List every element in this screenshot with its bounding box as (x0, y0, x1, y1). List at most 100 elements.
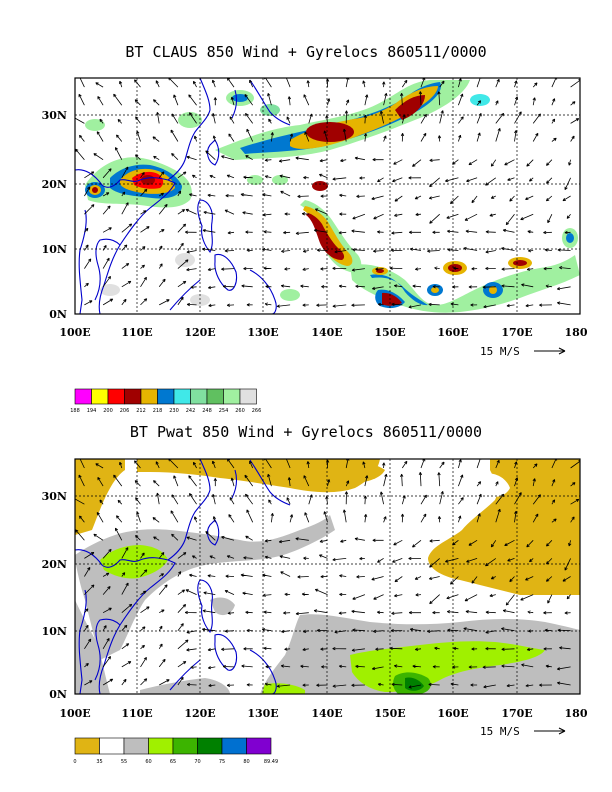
wind-vector (420, 494, 427, 505)
wind-vector (295, 537, 309, 541)
top-coastline (75, 78, 291, 314)
wind-vector (121, 661, 132, 668)
wind-vector (213, 478, 217, 487)
wind-vector (159, 299, 170, 306)
bottom-map-title: BT Pwat 850 Wind + Gyrelocs 860511/0000 (129, 423, 483, 441)
wind-vector (121, 223, 133, 233)
wind-vector (490, 576, 496, 580)
wind-vector (332, 557, 347, 562)
wind-vector (121, 202, 129, 215)
wind-vector (551, 479, 556, 487)
wind-vector (356, 194, 365, 198)
wind-vector (551, 118, 556, 124)
wind-vector (354, 537, 365, 541)
wind-vector (289, 133, 294, 142)
wind-vector (171, 533, 179, 541)
wind-vector (371, 286, 384, 290)
wind-vector (121, 603, 133, 614)
wind-vector (158, 573, 165, 577)
wind-vector (278, 159, 291, 163)
wind-vector (501, 267, 515, 271)
wind-vector (471, 576, 478, 584)
wind-vector (264, 555, 272, 560)
wind-vector (319, 539, 328, 543)
wind-vector (532, 513, 539, 523)
wind-vector (437, 91, 441, 106)
wind-vector (300, 284, 309, 288)
wind-vector (173, 94, 179, 106)
wind-vector (393, 539, 403, 546)
wind-vector (84, 608, 89, 613)
wind-vector (372, 157, 384, 162)
wind-vector (394, 213, 403, 217)
svg-text:30N: 30N (42, 490, 67, 503)
wind-vector (95, 463, 104, 469)
wind-vector (207, 574, 216, 578)
bottom-pwat-shading (75, 459, 580, 694)
svg-text:180: 180 (565, 707, 588, 720)
wind-vector (551, 137, 557, 142)
wind-vector (263, 266, 272, 270)
wind-vector (84, 227, 89, 233)
colorbar-label: 242 (186, 408, 196, 414)
wind-vector (140, 606, 150, 614)
wind-vector (570, 135, 575, 142)
wind-vector (466, 177, 478, 183)
wind-vector (377, 682, 384, 687)
wind-vector (286, 497, 291, 505)
wind-vector (102, 625, 107, 631)
wind-vector (529, 177, 534, 182)
wind-vector (227, 611, 235, 615)
colorbar-label: 0 (73, 759, 76, 765)
wind-vector (371, 666, 384, 671)
wind-vector (453, 266, 459, 270)
wind-vector (264, 302, 272, 306)
wind-vector (321, 285, 328, 289)
wind-vector (209, 555, 216, 559)
wind-vector (84, 258, 92, 269)
wind-vector (401, 79, 408, 88)
wind-vector (483, 304, 496, 309)
wind-vector (514, 130, 518, 142)
wind-vector (121, 678, 127, 686)
wind-vector (211, 460, 216, 469)
wind-vector (270, 132, 274, 142)
wind-vector (351, 609, 365, 614)
wind-vector (482, 285, 496, 289)
wind-vector (408, 176, 422, 180)
wind-vector (458, 134, 462, 142)
wind-vector (186, 536, 197, 541)
wind-vector (78, 474, 85, 487)
wind-vector (244, 474, 254, 487)
wind-vector (332, 646, 347, 651)
bottom-lat-labels: 30N 20N 10N 0N (42, 490, 67, 701)
wind-vector (246, 248, 253, 253)
wind-vector (226, 683, 235, 687)
wind-vector (556, 681, 571, 686)
wind-vector (117, 119, 123, 124)
wind-vector (158, 171, 165, 179)
wind-vector (226, 174, 235, 179)
wind-vector (476, 481, 482, 487)
wind-vector (391, 231, 403, 235)
wind-vector (140, 276, 147, 288)
wind-vector (568, 159, 572, 166)
wind-vector (485, 647, 496, 651)
wind-vector (140, 656, 147, 668)
wind-vector (495, 100, 499, 106)
wind-vector (135, 497, 141, 505)
wind-vector (429, 213, 440, 224)
wind-vector (525, 303, 534, 308)
wind-vector (412, 539, 422, 548)
wind-vector (102, 656, 111, 668)
wind-vector (332, 304, 347, 308)
wind-vector (284, 459, 291, 469)
wind-vector (377, 558, 384, 563)
wind-vector (394, 593, 403, 598)
wind-vector (355, 664, 365, 669)
wind-vector (342, 128, 347, 142)
wind-vector (177, 676, 184, 686)
wind-vector (121, 572, 126, 577)
wind-vector (525, 195, 534, 200)
wind-vector (363, 513, 368, 523)
